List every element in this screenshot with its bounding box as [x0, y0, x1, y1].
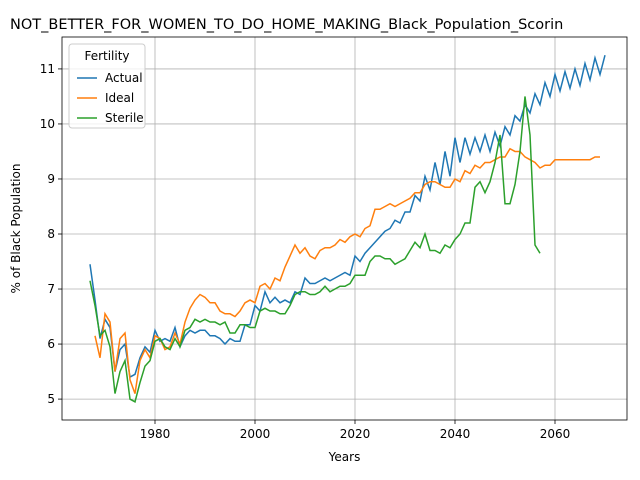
- x-tick-label: 2060: [540, 427, 571, 441]
- y-tick-label: 5: [47, 392, 55, 406]
- legend-title: Fertility: [84, 49, 129, 63]
- x-tick-label: 2000: [240, 427, 271, 441]
- x-tick-label: 2020: [340, 427, 371, 441]
- x-tick-label: 1980: [140, 427, 171, 441]
- legend-label: Sterile: [105, 111, 144, 125]
- y-tick-label: 10: [40, 117, 55, 131]
- y-tick-label: 9: [47, 172, 55, 186]
- x-tick-label: 2040: [440, 427, 471, 441]
- line-series: [89, 54, 606, 379]
- legend-box: [68, 43, 146, 129]
- y-axis-label: % of Black Population: [9, 164, 23, 294]
- line-series: [89, 96, 541, 403]
- x-axis-label: Years: [328, 450, 361, 464]
- plot-frame: [61, 36, 628, 421]
- line-series: [94, 147, 600, 394]
- y-tick-label: 7: [47, 282, 55, 296]
- y-tick-label: 6: [47, 337, 55, 351]
- legend-label: Ideal: [105, 91, 134, 105]
- y-tick-label: 11: [40, 62, 55, 76]
- y-tick-label: 8: [47, 227, 55, 241]
- legend-label: Actual: [105, 71, 143, 85]
- chart-title: NOT_BETTER_FOR_WOMEN_TO_DO_HOME_MAKING_B…: [10, 17, 563, 33]
